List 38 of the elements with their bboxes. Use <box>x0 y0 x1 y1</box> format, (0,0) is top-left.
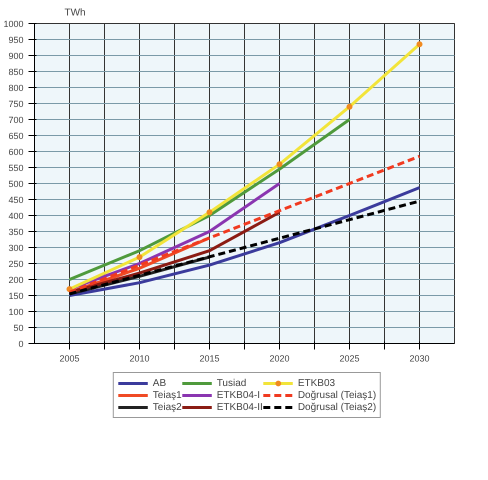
y-tick-label: 700 <box>8 115 24 125</box>
x-tick-label: 2015 <box>199 354 220 364</box>
legend-label: ETKB03 <box>298 377 336 389</box>
y-tick-label: 900 <box>8 51 24 61</box>
y-tick-label: 200 <box>8 275 24 285</box>
x-tick-label: 2010 <box>129 354 150 364</box>
y-tick-label: 950 <box>8 35 24 45</box>
y-tick-label: 150 <box>8 291 24 301</box>
line-series <box>68 118 351 281</box>
y-tick-label: 0 <box>18 339 24 349</box>
legend-label: Doğrusal (Teiaş1) <box>298 389 376 401</box>
legend-label: AB <box>152 377 168 389</box>
x-tick-label: 2020 <box>269 354 290 364</box>
legend-label: ETKB04-I <box>216 389 260 401</box>
x-tick-label: 2025 <box>339 354 360 364</box>
y-tick-label: 100 <box>8 307 24 317</box>
y-tick-label: 450 <box>8 195 24 205</box>
y-tick-label: 1000 <box>3 19 24 29</box>
y-tick-label: 50 <box>13 323 24 333</box>
legend-label: Teiaş1 <box>152 389 182 401</box>
y-tick-label: 500 <box>8 179 24 189</box>
y-tick-label: 250 <box>8 259 24 269</box>
y-tick-label: 850 <box>8 67 24 77</box>
legend-label: Tusiad <box>216 377 246 389</box>
legend-label: Doğrusal (Teiaş2) <box>298 401 376 413</box>
x-tick-label: 2030 <box>409 354 430 364</box>
y-tick-label: 300 <box>8 243 24 253</box>
x-tick-label: 2005 <box>59 354 80 364</box>
y-tick-label: 650 <box>8 131 24 141</box>
y-tick-label: 350 <box>8 227 24 237</box>
y-tick-label: 600 <box>8 147 24 157</box>
y-tick-label: 400 <box>8 211 24 221</box>
y-tick-label: 550 <box>8 163 24 173</box>
y-axis-title: TWh <box>64 8 86 18</box>
y-tick-label: 750 <box>8 99 24 109</box>
y-tick-label: 800 <box>8 83 24 93</box>
legend-label: ETKB04-II <box>216 401 263 413</box>
legend-label: Teiaş2 <box>152 401 182 413</box>
